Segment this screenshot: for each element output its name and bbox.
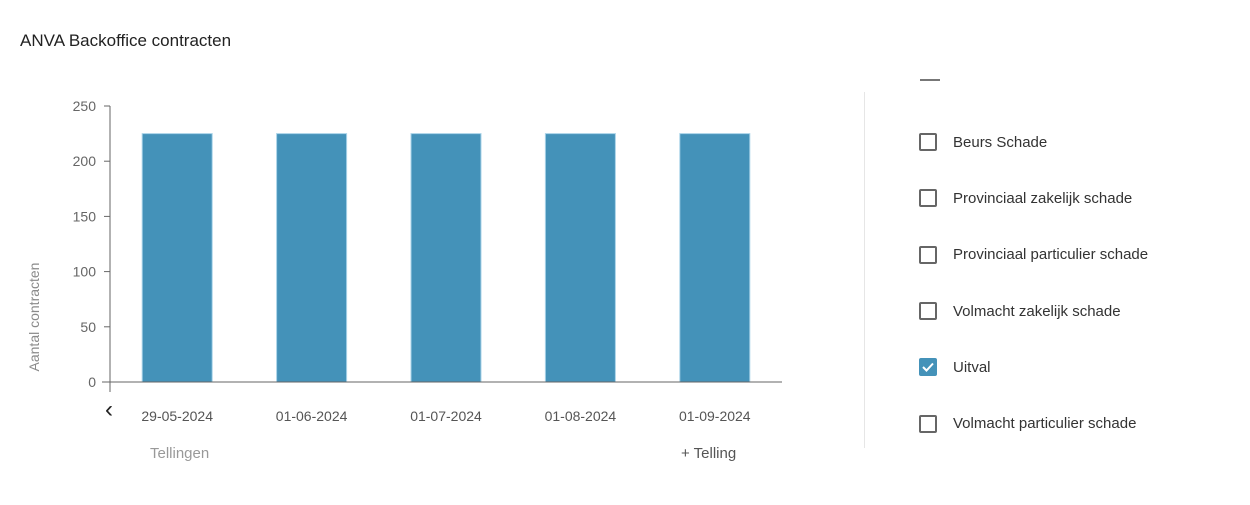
bar: [679, 133, 751, 383]
y-tick-label: 100: [73, 264, 97, 280]
legend-item[interactable]: Beurs Schade: [919, 114, 1148, 170]
checkbox[interactable]: [919, 189, 937, 208]
checkbox[interactable]: [919, 245, 937, 264]
chart-title: ANVA Backoffice contracten: [20, 31, 232, 50]
bar: [410, 133, 482, 383]
legend-item[interactable]: Volmacht particulier schade: [919, 395, 1148, 451]
divider: [864, 92, 865, 448]
x-axis-label: Tellingen: [150, 445, 210, 462]
legend: Beurs Schade Provinciaal zakelijk schade P…: [919, 114, 1148, 452]
checkbox[interactable]: [919, 414, 937, 433]
legend-label: Volmacht zakelijk schade: [953, 302, 1121, 320]
x-tick-label: 01-07-2024: [410, 408, 482, 424]
legend-label: Volmacht particulier schade: [953, 415, 1137, 433]
bar: [544, 133, 616, 383]
checkbox[interactable]: [919, 302, 937, 321]
x-tick-label: 01-08-2024: [545, 408, 617, 424]
legend-label: Beurs Schade: [953, 133, 1048, 151]
x-tick-label: 29-05-2024: [141, 408, 213, 424]
checkbox[interactable]: [919, 133, 937, 152]
legend-label: Provinciaal zakelijk schade: [953, 189, 1133, 207]
checkbox[interactable]: [919, 358, 937, 377]
checkmark-icon: [922, 363, 934, 373]
legend-label: Uitval: [953, 358, 991, 376]
chevron-left-icon[interactable]: ‹: [105, 396, 113, 423]
x-tick-label: 01-06-2024: [276, 408, 348, 424]
y-tick-label: 0: [88, 374, 96, 390]
legend-item[interactable]: Uitval: [919, 339, 1148, 395]
legend-item[interactable]: Provinciaal particulier schade: [919, 227, 1148, 283]
legend-label: Provinciaal particulier schade: [953, 246, 1149, 264]
bar: [141, 133, 213, 383]
y-axis-label: Aantal contracten: [26, 262, 42, 372]
x-tick-label: 01-09-2024: [679, 408, 751, 424]
y-tick-label: 250: [73, 98, 97, 114]
bar-chart: 0 50 100 150 200 250 29-05-2024 01-06-2024 01-07…: [73, 98, 782, 424]
y-tick-label: 200: [73, 153, 97, 169]
legend-item[interactable]: Volmacht zakelijk schade: [919, 283, 1148, 339]
add-telling-button[interactable]: + Telling: [681, 445, 737, 462]
bar: [276, 133, 348, 383]
scroll-indicator: [920, 79, 940, 81]
legend-item[interactable]: Provinciaal zakelijk schade: [919, 170, 1148, 226]
y-tick-label: 50: [80, 319, 96, 335]
y-tick-label: 150: [73, 208, 97, 224]
